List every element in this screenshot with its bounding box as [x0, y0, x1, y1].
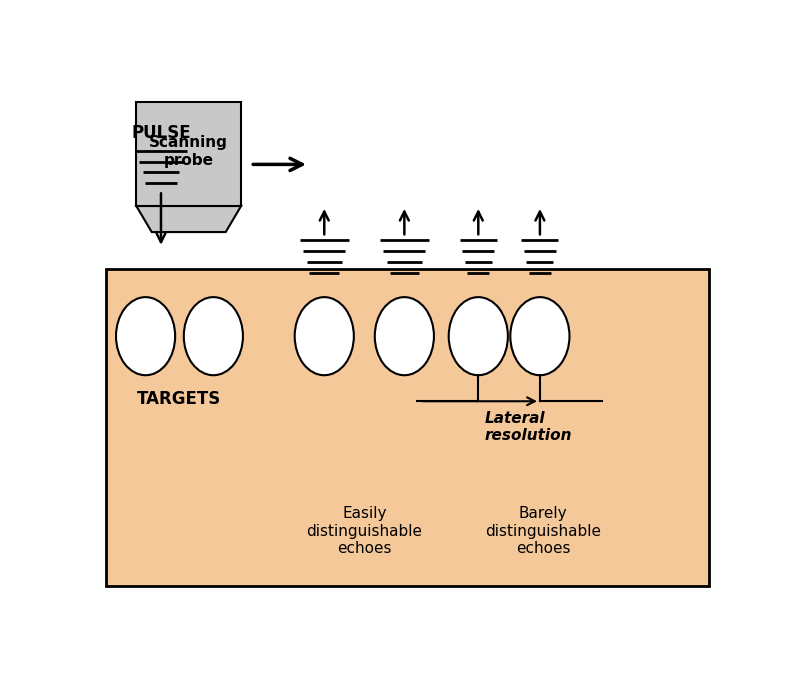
Polygon shape: [137, 206, 241, 232]
Ellipse shape: [510, 297, 569, 375]
Text: TARGETS: TARGETS: [138, 389, 222, 408]
Ellipse shape: [448, 297, 508, 375]
Text: PULSE: PULSE: [131, 124, 191, 142]
Text: Barely
distinguishable
echoes: Barely distinguishable echoes: [485, 506, 601, 556]
Ellipse shape: [116, 297, 175, 375]
Bar: [106, 268, 709, 586]
Ellipse shape: [374, 297, 434, 375]
Ellipse shape: [295, 297, 354, 375]
Text: Easily
distinguishable
echoes: Easily distinguishable echoes: [306, 506, 422, 556]
Bar: [137, 102, 241, 206]
Text: Scanning
probe: Scanning probe: [149, 135, 228, 168]
Ellipse shape: [184, 297, 243, 375]
Text: Lateral
resolution: Lateral resolution: [484, 411, 572, 443]
